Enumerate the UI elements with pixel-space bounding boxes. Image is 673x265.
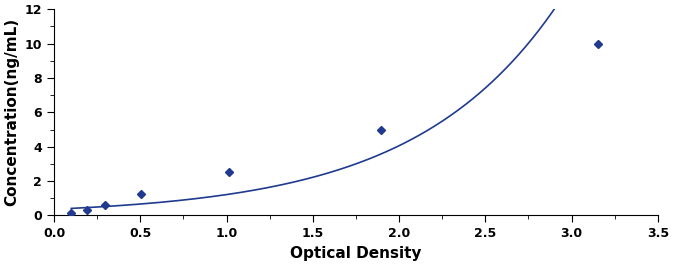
X-axis label: Optical Density: Optical Density bbox=[290, 246, 422, 261]
Y-axis label: Concentration(ng/mL): Concentration(ng/mL) bbox=[4, 18, 19, 206]
